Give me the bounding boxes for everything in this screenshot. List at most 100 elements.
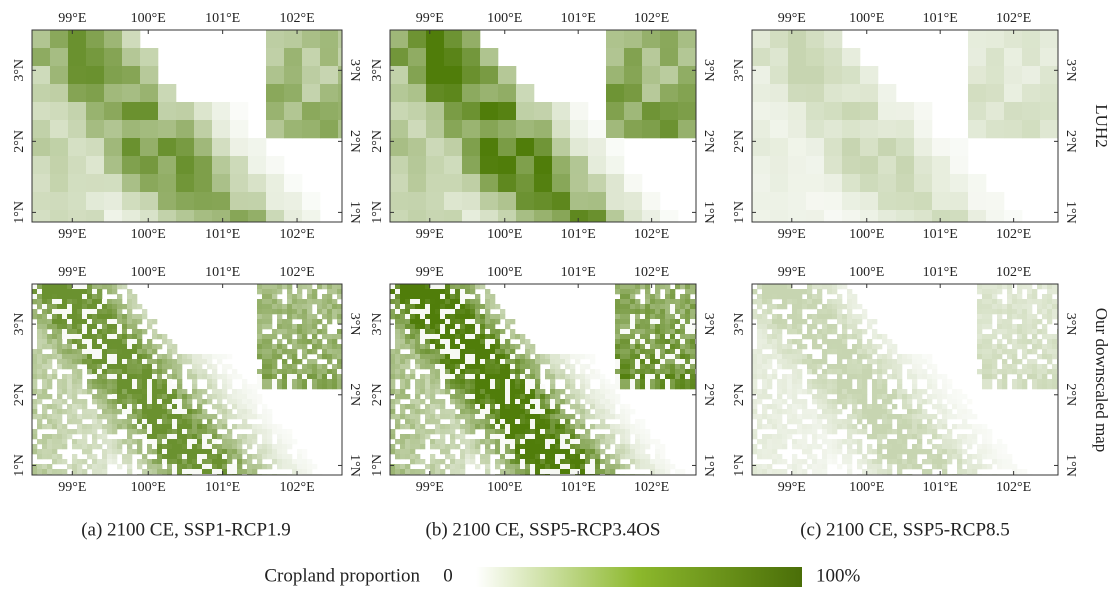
- map-cell: [550, 429, 556, 435]
- map-cell: [600, 404, 606, 410]
- map-cell: [665, 299, 671, 305]
- map-cell: [52, 354, 58, 360]
- map-cell: [212, 374, 218, 380]
- map-cell: [87, 464, 93, 470]
- map-cell: [862, 414, 868, 420]
- map-cell: [217, 434, 223, 440]
- map-cell: [660, 299, 666, 305]
- map-cell: [817, 374, 823, 380]
- map-cell: [172, 399, 178, 405]
- map-cell: [242, 414, 248, 420]
- map-cell: [505, 339, 511, 345]
- map-cell: [685, 374, 691, 380]
- map-cell: [1042, 324, 1048, 330]
- map-cell: [625, 444, 631, 450]
- map-cell: [877, 444, 883, 450]
- map-cell: [550, 379, 556, 385]
- map-cell: [97, 374, 103, 380]
- lon-label: 102°E: [634, 11, 669, 26]
- map-cell: [86, 48, 105, 67]
- map-cell: [117, 284, 123, 290]
- map-cell: [480, 389, 486, 395]
- map-cell: [157, 354, 163, 360]
- map-cell: [757, 399, 763, 405]
- map-cell: [585, 469, 591, 475]
- map-cell: [757, 389, 763, 395]
- map-cell: [222, 454, 228, 460]
- map-cell: [32, 444, 38, 450]
- map-cell: [1017, 329, 1023, 335]
- map-cell: [630, 454, 636, 460]
- map-cell: [395, 369, 401, 375]
- map-cell: [415, 444, 421, 450]
- map-cell: [277, 454, 283, 460]
- map-cell: [525, 349, 531, 355]
- map-cell: [152, 349, 158, 355]
- map-cell: [400, 324, 406, 330]
- map-cell: [680, 309, 686, 315]
- map-cell: [635, 324, 641, 330]
- map-cell: [222, 389, 228, 395]
- map-cell: [312, 384, 318, 390]
- map-cell: [1027, 349, 1033, 355]
- map-cell: [317, 284, 323, 290]
- map-cell: [317, 319, 323, 325]
- map-cell: [877, 389, 883, 395]
- map-cell: [435, 404, 441, 410]
- lat-label: 1°N: [347, 201, 362, 224]
- map-cell: [877, 374, 883, 380]
- map-cell: [212, 354, 218, 360]
- map-cell: [615, 444, 621, 450]
- map-cell: [232, 449, 238, 455]
- map-cell: [1012, 299, 1018, 305]
- map-cell: [782, 384, 788, 390]
- map-cell: [792, 429, 798, 435]
- map-cell: [852, 304, 858, 310]
- map-cell: [600, 424, 606, 430]
- map-cell: [655, 369, 661, 375]
- map-cell: [982, 294, 988, 300]
- map-cell: [37, 334, 43, 340]
- map-cell: [132, 324, 138, 330]
- map-cell: [982, 424, 988, 430]
- map-cell: [685, 294, 691, 300]
- map-cell: [460, 389, 466, 395]
- map-cell: [176, 102, 195, 121]
- map-cell: [162, 364, 168, 370]
- map-cell: [857, 369, 863, 375]
- map-cell: [257, 454, 263, 460]
- map-cell: [680, 339, 686, 345]
- map-cell: [625, 374, 631, 380]
- map-cell: [77, 329, 83, 335]
- map-cell: [515, 434, 521, 440]
- map-cell: [435, 459, 441, 465]
- map-cell: [590, 414, 596, 420]
- map-cell: [277, 424, 283, 430]
- map-cell: [847, 389, 853, 395]
- map-cell: [540, 424, 546, 430]
- map-cell: [112, 379, 118, 385]
- map-cell: [292, 304, 298, 310]
- map-cell: [465, 449, 471, 455]
- map-cell: [57, 294, 63, 300]
- map-cell: [767, 354, 773, 360]
- map-cell: [395, 354, 401, 360]
- map-cell: [752, 354, 758, 360]
- map-cell: [435, 374, 441, 380]
- map-cell: [535, 354, 541, 360]
- map-cell: [445, 284, 451, 290]
- map-cell: [680, 294, 686, 300]
- map-cell: [510, 329, 516, 335]
- map-cell: [570, 464, 576, 470]
- map-cell: [867, 324, 873, 330]
- map-cell: [665, 334, 671, 340]
- map-cell: [967, 424, 973, 430]
- map-cell: [415, 354, 421, 360]
- map-cell: [655, 319, 661, 325]
- map-cell: [460, 404, 466, 410]
- map-cell: [782, 374, 788, 380]
- map-cell: [615, 394, 621, 400]
- map-cell: [867, 444, 873, 450]
- map-cell: [752, 349, 758, 355]
